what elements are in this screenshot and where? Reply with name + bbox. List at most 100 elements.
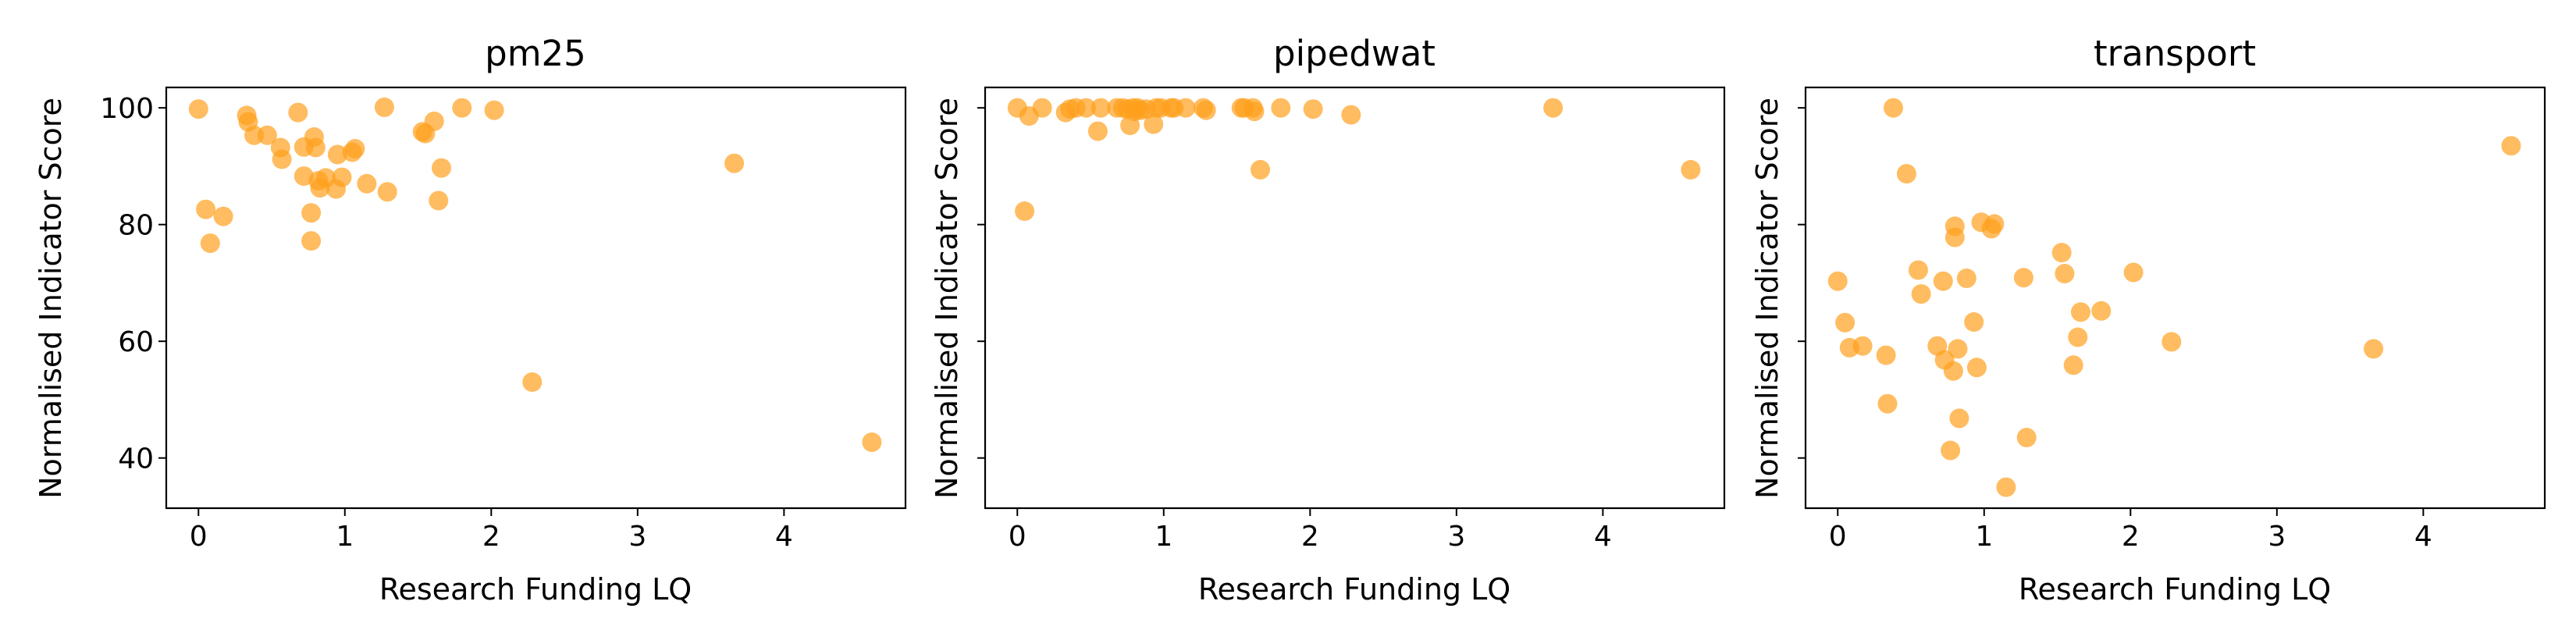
data-point	[357, 173, 377, 194]
data-point	[424, 111, 444, 131]
data-point	[1244, 101, 1265, 122]
axes-frame	[165, 86, 907, 510]
data-point	[374, 97, 394, 117]
data-point	[2068, 327, 2088, 347]
data-point	[1015, 201, 1035, 221]
data-point	[724, 153, 745, 173]
data-point	[377, 182, 397, 202]
data-point	[1966, 358, 1987, 378]
data-point	[2071, 302, 2090, 322]
data-point	[1933, 271, 1953, 291]
data-point	[1827, 271, 1848, 291]
data-point	[196, 199, 216, 219]
x-tick-label: 4	[2414, 521, 2432, 553]
x-tick-label: 1	[336, 521, 354, 553]
data-point	[1908, 260, 1928, 280]
y-tick-label: 60	[118, 326, 154, 358]
y-ticks	[1798, 107, 1806, 459]
data-point	[1681, 159, 1701, 180]
data-point	[2055, 264, 2075, 283]
y-tick-label: 80	[118, 210, 154, 242]
data-point	[2091, 301, 2112, 321]
points-layer	[1827, 98, 2521, 497]
panel-title: pipedwat	[1273, 33, 1436, 74]
data-point	[1076, 98, 1096, 118]
x-ticks: 0 1 2 3 4	[1009, 508, 1612, 553]
y-tick-label: 40	[118, 443, 154, 475]
y-ticks	[977, 107, 985, 459]
data-point	[1303, 99, 1323, 119]
x-tick-label: 2	[482, 521, 500, 553]
data-point	[2123, 262, 2144, 283]
data-point	[1877, 393, 1898, 414]
points-layer	[1007, 98, 1701, 221]
x-tick-label: 3	[2268, 521, 2286, 553]
data-point	[301, 203, 322, 223]
data-point	[1949, 408, 1969, 429]
data-point	[2051, 243, 2072, 263]
data-point	[272, 149, 292, 169]
data-point	[2016, 428, 2037, 447]
x-tick-label: 3	[628, 521, 646, 553]
x-axis-label: Research Funding LQ	[379, 572, 692, 607]
panel-title: pm25	[485, 33, 586, 74]
data-point	[1091, 98, 1111, 118]
axes-frame	[1804, 86, 2546, 510]
data-point	[1943, 361, 1963, 381]
data-point	[484, 100, 504, 120]
data-point	[1032, 98, 1052, 118]
data-point	[188, 99, 208, 119]
data-point	[1271, 98, 1291, 118]
data-point	[522, 372, 543, 392]
data-point	[301, 231, 322, 251]
data-point	[1196, 100, 1216, 120]
x-axis-label: Research Funding LQ	[2019, 572, 2331, 607]
data-point	[1835, 312, 1856, 333]
data-point	[327, 144, 347, 165]
data-point	[1251, 159, 1270, 180]
x-tick-label: 0	[1829, 521, 1847, 553]
data-point	[305, 137, 326, 158]
data-point	[432, 158, 451, 178]
data-point	[452, 98, 472, 118]
data-point	[1087, 121, 1108, 141]
x-tick-label: 1	[1975, 521, 1993, 553]
x-ticks: 0 1 2 3 4	[190, 508, 793, 553]
data-point	[429, 190, 449, 211]
x-tick-label: 1	[1155, 521, 1172, 553]
y-axis-label: Normalised Indicator Score	[1750, 98, 1784, 499]
x-tick-label: 4	[1594, 521, 1612, 553]
data-point	[1941, 440, 1961, 461]
y-axis-label: Normalised Indicator Score	[34, 98, 68, 499]
panel-title: transport	[2094, 33, 2256, 74]
data-point	[1852, 336, 1873, 356]
data-point	[1144, 114, 1164, 134]
data-point	[213, 206, 233, 226]
x-tick-label: 0	[1009, 521, 1026, 553]
data-point	[2161, 332, 2182, 352]
panel-pipedwat: pipedwat 0 1 2 3 4 Research Funding LQ Norma…	[930, 33, 1726, 607]
data-point	[1984, 214, 2005, 234]
x-tick-label: 2	[2122, 521, 2140, 553]
points-layer	[188, 97, 882, 452]
x-tick-label: 3	[1447, 521, 1465, 553]
y-axis-label: Normalised Indicator Score	[930, 98, 964, 499]
data-point	[1911, 284, 1931, 304]
data-point	[2364, 339, 2384, 359]
data-point	[1964, 312, 1984, 332]
data-point	[1341, 105, 1361, 125]
data-point	[257, 125, 277, 145]
data-point	[1996, 477, 2016, 497]
data-point	[1956, 269, 1976, 288]
x-axis-label: Research Funding LQ	[1198, 572, 1510, 607]
data-point	[1543, 98, 1564, 118]
data-point	[332, 167, 352, 187]
x-tick-label: 2	[1301, 521, 1319, 553]
data-point	[1884, 98, 1903, 118]
panel-transport: transport 0 1 2 3 4 Research Funding LQ Norm…	[1750, 33, 2546, 607]
data-point	[1876, 345, 1896, 365]
data-point	[2501, 136, 2521, 156]
data-point	[2013, 268, 2033, 288]
axes-frame	[984, 86, 1726, 510]
